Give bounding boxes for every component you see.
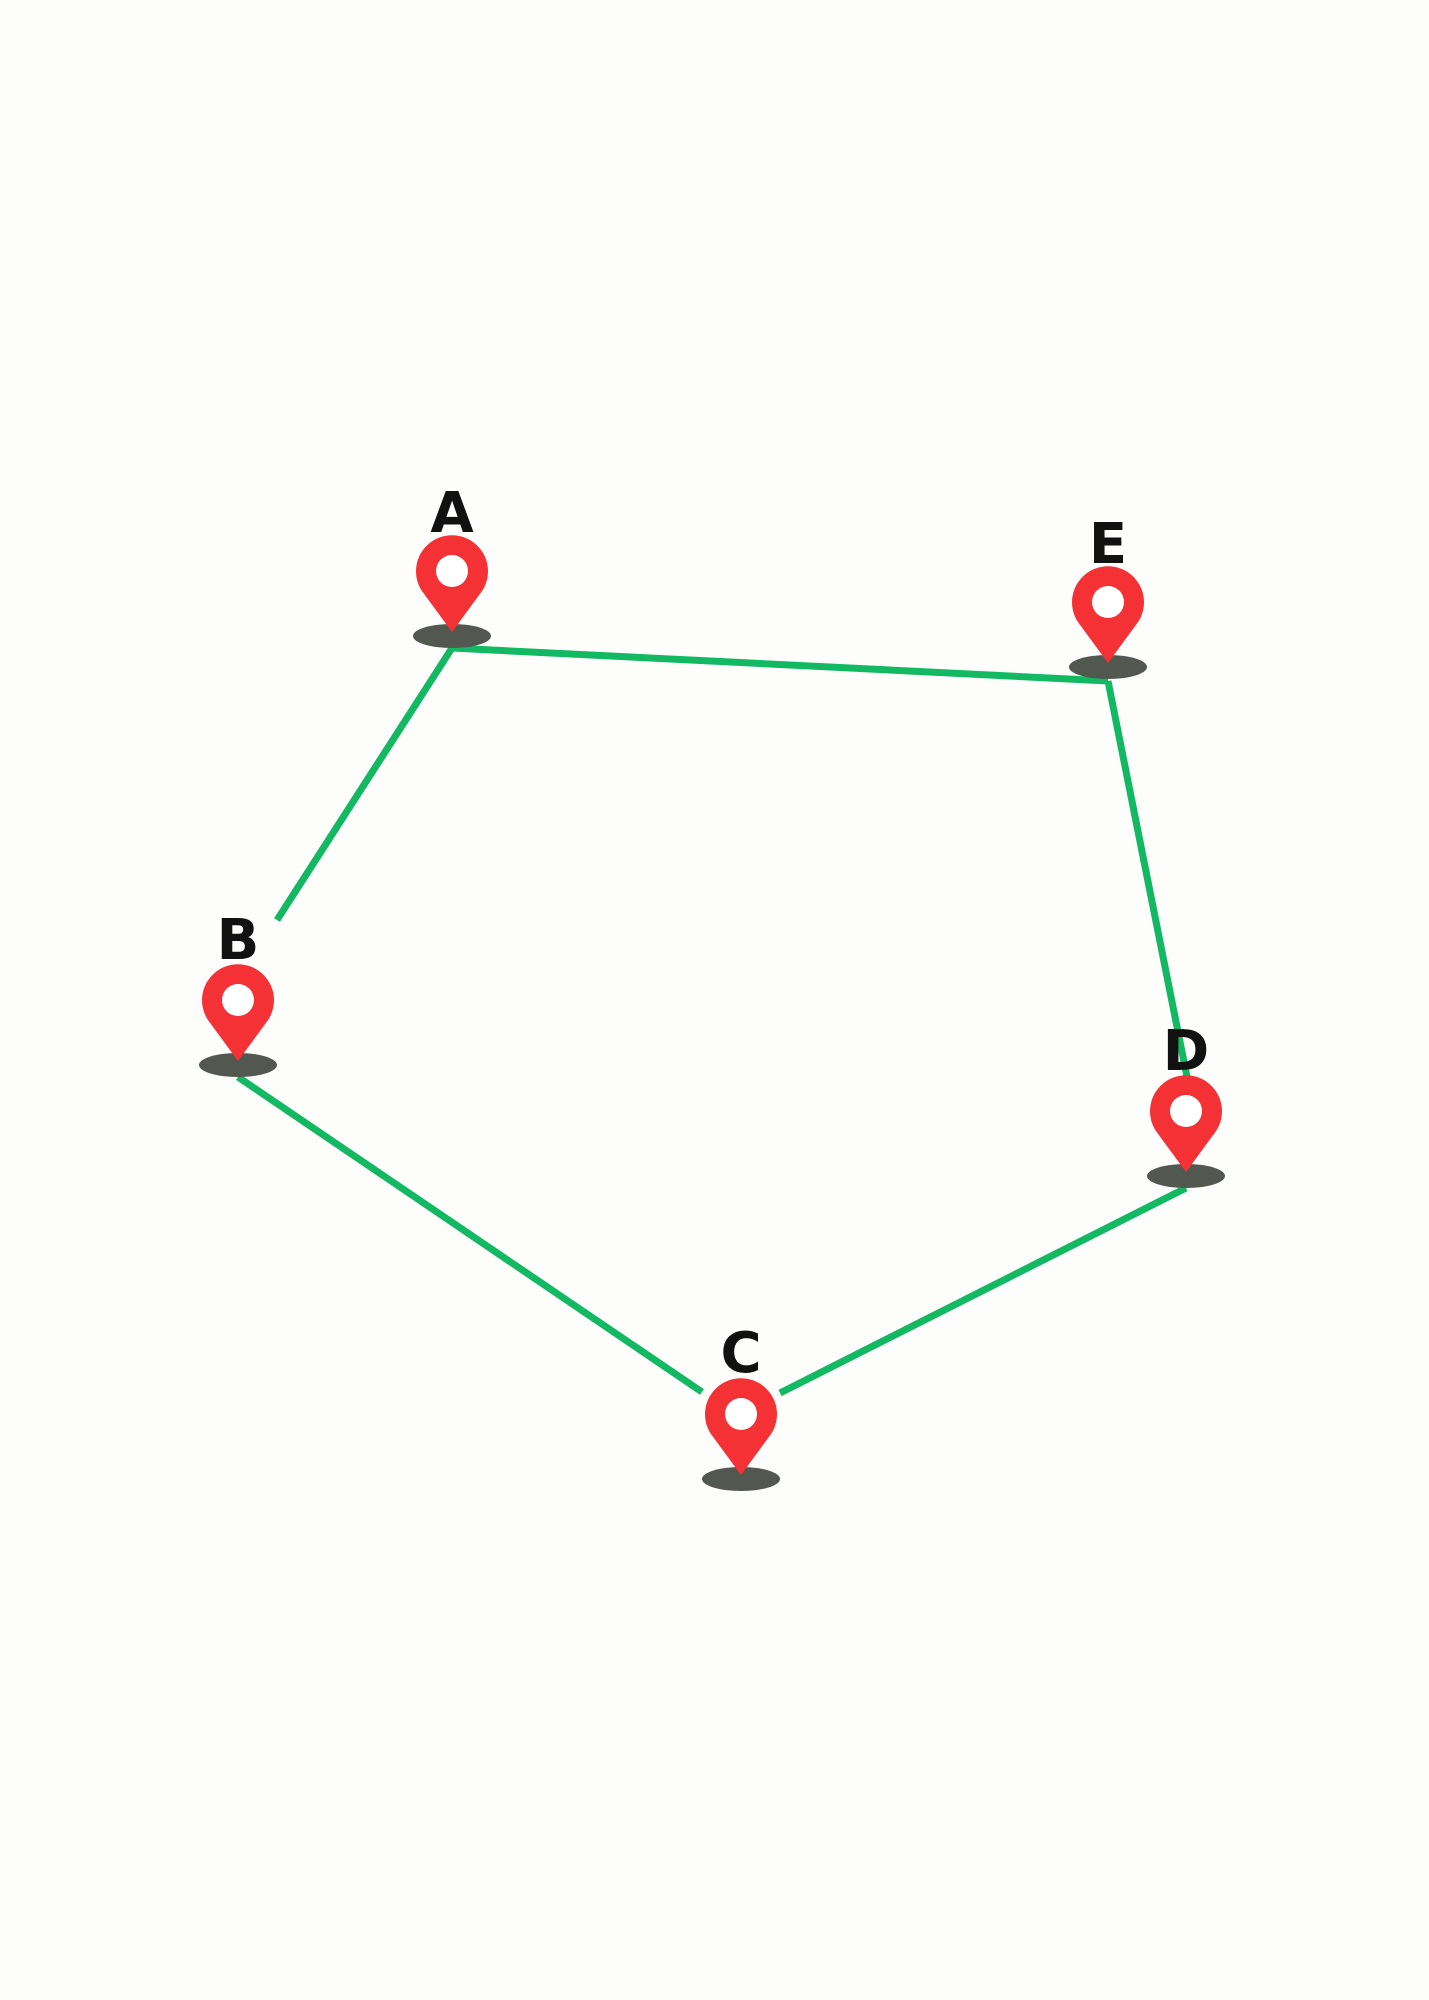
- pins-layer: A B C D E: [199, 481, 1225, 1491]
- pin-c: C: [702, 1321, 780, 1491]
- route-b-a: [274, 646, 455, 922]
- pin-shadow: [702, 1467, 780, 1491]
- pin-label-c: C: [720, 1321, 761, 1386]
- pin-e: E: [1069, 512, 1147, 679]
- pin-hole: [1092, 586, 1124, 618]
- pin-a: A: [413, 481, 491, 648]
- pin-label-e: E: [1089, 512, 1127, 577]
- pin-hole: [1170, 1095, 1202, 1127]
- route-e-d: [1104, 680, 1194, 1093]
- pin-hole: [222, 984, 254, 1016]
- pin-hole: [725, 1398, 757, 1430]
- pin-shadow: [199, 1053, 277, 1077]
- pin-label-a: A: [430, 481, 474, 546]
- route-c-b: [236, 1074, 704, 1395]
- pin-shadow: [413, 624, 491, 648]
- pin-shadow: [1147, 1164, 1225, 1188]
- pin-label-d: D: [1163, 1019, 1209, 1084]
- pin-d: D: [1147, 1019, 1225, 1188]
- pin-b: B: [199, 908, 277, 1077]
- pin-hole: [436, 555, 468, 587]
- pin-shadow: [1069, 655, 1147, 679]
- route-d-c: [778, 1184, 1188, 1397]
- routes-layer: [236, 644, 1194, 1397]
- route-a-e: [451, 644, 1109, 685]
- pin-label-b: B: [217, 908, 260, 973]
